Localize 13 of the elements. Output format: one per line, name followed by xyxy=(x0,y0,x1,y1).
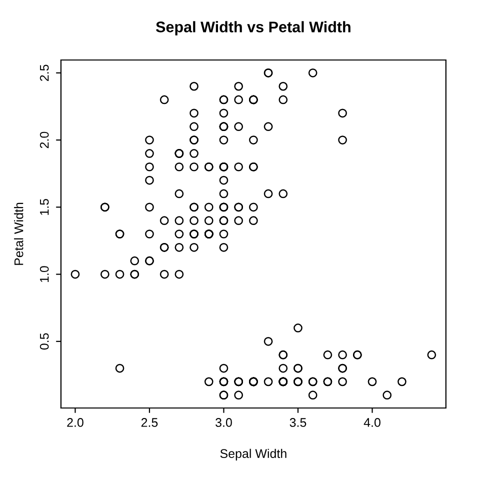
x-axis-title: Sepal Width xyxy=(220,448,286,460)
x-tick-label: 2.0 xyxy=(67,418,84,427)
y-tick-label: 1.0 xyxy=(40,266,49,282)
x-tick-label: 3.5 xyxy=(290,418,306,427)
chart-title: Sepal Width vs Petal Width xyxy=(156,21,350,36)
y-tick-label: 2.0 xyxy=(40,132,49,148)
y-tick-label: 2.5 xyxy=(40,64,49,81)
y-tick-label: 0.5 xyxy=(40,333,49,350)
x-tick-label: 3.0 xyxy=(216,418,232,427)
x-tick-label: 2.5 xyxy=(141,418,158,427)
y-axis-title: Petal Width xyxy=(14,202,24,265)
y-tick-label: 1.5 xyxy=(40,198,49,215)
x-tick-label: 4.0 xyxy=(364,418,380,427)
